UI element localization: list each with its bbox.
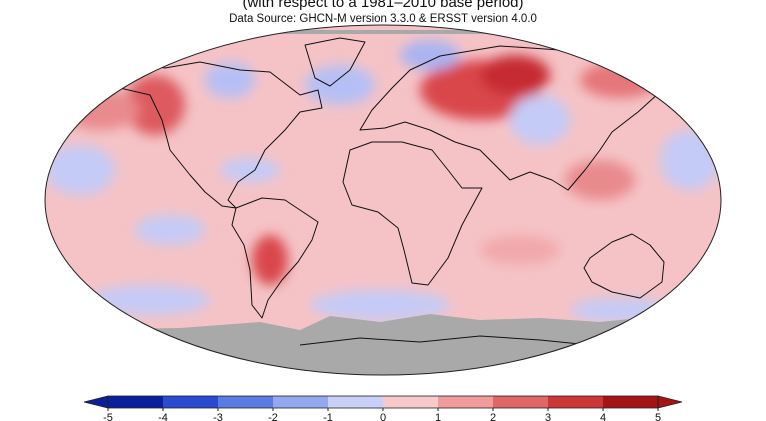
colorbar-tick-label: 0 xyxy=(380,412,386,421)
colorbar-segment xyxy=(108,396,164,408)
colorbar-segment xyxy=(273,396,329,408)
colorbar-tick-label: 2 xyxy=(490,412,496,421)
colorbar-segment xyxy=(163,396,219,408)
coastlines xyxy=(94,37,665,347)
map-border xyxy=(44,24,722,376)
colorbar-tick-label: -1 xyxy=(323,412,333,421)
colorbar-extend-low xyxy=(83,395,109,409)
anomaly-patches xyxy=(45,40,720,322)
colorbar-segment xyxy=(548,396,604,408)
colorbar-tick-label: 1 xyxy=(435,412,441,421)
no-data-region xyxy=(45,30,721,34)
colorbar-segment xyxy=(328,396,384,408)
colorbar-segment xyxy=(218,396,274,408)
colorbar-segment xyxy=(438,396,494,408)
colorbar-tick-label: 4 xyxy=(600,412,606,421)
colorbar-tick-label: 3 xyxy=(545,412,551,421)
colorbar-segment xyxy=(383,396,439,408)
colorbar-tick-label: -3 xyxy=(213,412,223,421)
colorbar-tick-label: 5 xyxy=(655,412,661,421)
colorbar-tick-label: -5 xyxy=(103,412,113,421)
colorbar-tick-label: -4 xyxy=(158,412,168,421)
colorbar-segment xyxy=(603,396,659,408)
source: Data Source: GHCN-M version 3.3.0 & ERSS… xyxy=(229,13,537,25)
colorbar-extend-high xyxy=(657,395,683,409)
colorbar-tick-label: -2 xyxy=(268,412,278,421)
colorbar-segment xyxy=(493,396,549,408)
map xyxy=(45,25,721,375)
title: (with respect to a 1981–2010 base period… xyxy=(242,0,523,11)
